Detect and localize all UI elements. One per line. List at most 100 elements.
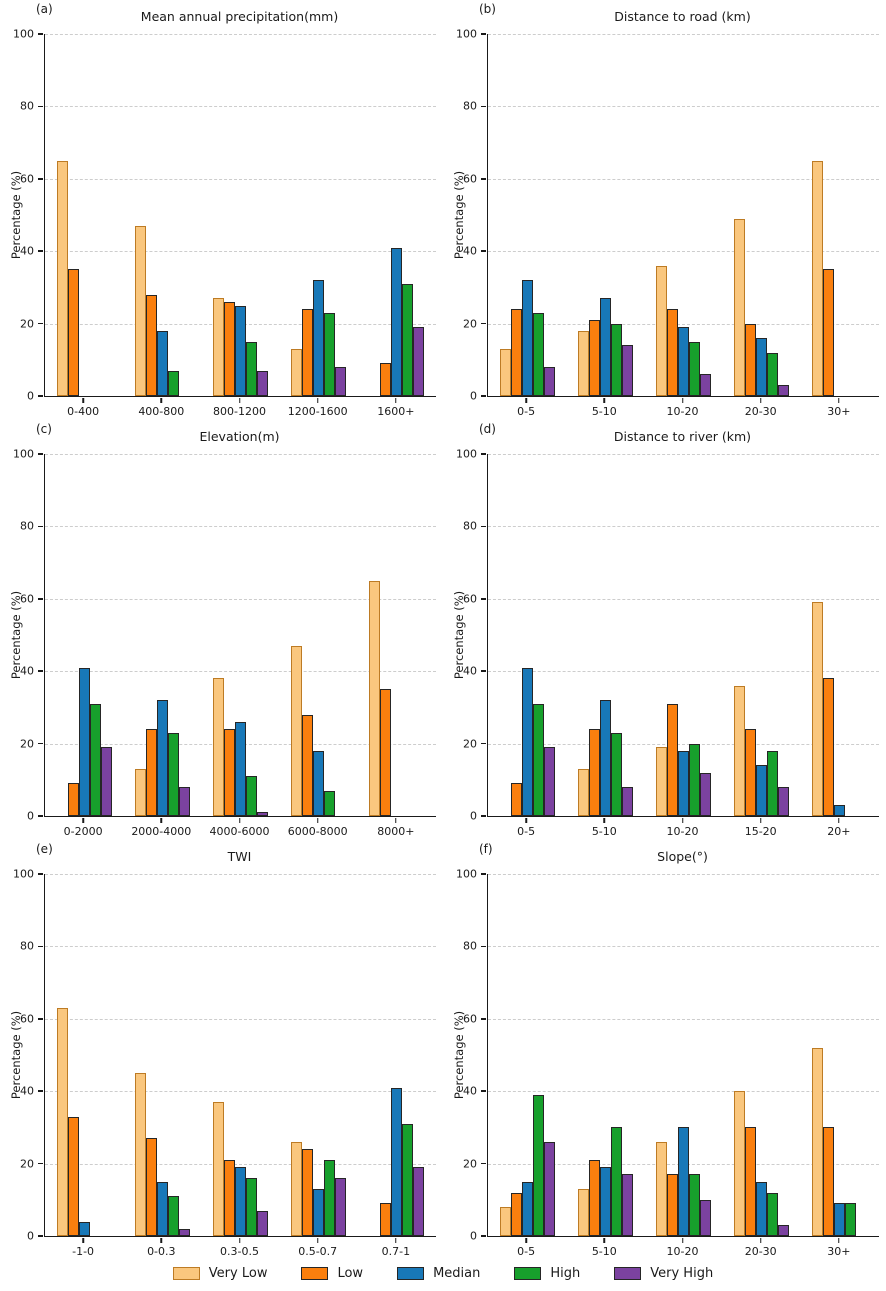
gridline [45, 946, 436, 948]
bar-median [156, 330, 168, 396]
bar-very-low [734, 218, 746, 396]
bar-very-high [413, 1167, 425, 1236]
bar-very-low [56, 160, 68, 396]
bar-low [745, 323, 757, 396]
x-tick-label: 0-2000 [63, 825, 103, 838]
bar-low [380, 363, 392, 396]
plot-area [487, 454, 879, 817]
plot-area [44, 454, 436, 817]
panel-title: Mean annual precipitation(mm) [140, 9, 339, 24]
x-tick-label: 2000-4000 [131, 825, 192, 838]
x-tick-mark [395, 817, 397, 823]
bar-very-high [543, 1141, 555, 1236]
x-tick-label: -1-0 [72, 1245, 95, 1258]
bar-very-low [291, 1141, 303, 1236]
x-tick-label: 5-10 [591, 405, 617, 418]
x-tick-mark [316, 817, 319, 823]
x-tick-label: 5-10 [591, 825, 617, 838]
x-tick-label: 0-5 [517, 825, 536, 838]
bar-low [823, 678, 835, 816]
y-tick-label: 60 [463, 172, 477, 186]
plot-area [487, 874, 879, 1237]
bar-median [756, 765, 768, 816]
bar-median [521, 280, 533, 396]
panel-title: Distance to road (km) [614, 9, 751, 24]
bar-median [156, 1181, 168, 1236]
y-tick-label: 60 [20, 172, 34, 186]
y-tick-label: 0 [27, 809, 34, 823]
bar-high [246, 776, 257, 816]
panel-title: Elevation(m) [199, 429, 280, 444]
panel-letter: (d) [479, 422, 496, 436]
x-tick-mark [759, 397, 762, 403]
bar-low [667, 1174, 678, 1236]
y-tick-label: 20 [463, 1157, 477, 1171]
x-tick-label: 0.3-0.5 [220, 1245, 259, 1258]
y-tick-mark [481, 105, 486, 108]
y-tick-mark [481, 945, 486, 948]
bar-very-low [812, 1047, 824, 1236]
y-tick-label: 80 [463, 939, 477, 953]
bar-very-low [291, 645, 303, 816]
y-tick-mark [481, 525, 486, 528]
x-tick-label: 10-20 [666, 1245, 699, 1258]
x-tick-mark [82, 817, 84, 823]
bar-very-low [577, 768, 589, 816]
bar-low [67, 269, 79, 396]
bar-median [834, 1203, 846, 1236]
y-tick-mark [38, 453, 43, 455]
legend-label: Median [433, 1265, 481, 1281]
bar-very-high [335, 1178, 347, 1236]
bar-high [324, 1159, 336, 1236]
x-tick-label: 0-5 [517, 405, 536, 418]
bar-median [78, 667, 90, 816]
legend-swatch-icon [172, 1266, 200, 1280]
gridline [45, 454, 436, 455]
y-tick-label: 20 [20, 317, 34, 331]
panel-title: TWI [227, 849, 252, 864]
bar-high [767, 352, 779, 396]
panel-f: (f) Slope(°) Percentage (%) 0 20 40 60 80 100 0-5… [443, 840, 886, 1260]
bar-high [610, 1127, 622, 1236]
bar-high [689, 341, 700, 396]
bar-very-high [700, 772, 711, 816]
y-tick-label: 100 [456, 867, 477, 881]
bar-very-high [700, 374, 711, 396]
y-tick-mark [38, 1018, 43, 1020]
bar-very-low [499, 348, 511, 396]
bar-low [745, 1127, 757, 1236]
plot-area [44, 34, 436, 397]
x-tick-mark [681, 397, 684, 403]
bar-median [235, 305, 246, 396]
bar-very-low [369, 580, 381, 816]
bar-median [599, 298, 611, 396]
x-tick-mark [838, 1237, 840, 1243]
bar-very-high [413, 327, 425, 396]
bar-low [667, 703, 678, 816]
bar-high [402, 1123, 414, 1236]
y-tick-mark [38, 1162, 43, 1165]
bar-median [678, 750, 689, 816]
gridline [488, 1018, 879, 1020]
bar-high [246, 341, 257, 396]
bar-very-high [543, 747, 555, 816]
y-tick-mark [38, 598, 43, 600]
y-tick-mark [38, 178, 43, 180]
y-tick-mark [481, 742, 486, 745]
bar-high [532, 1094, 544, 1236]
y-tick-label: 80 [20, 519, 34, 533]
x-tick-mark [759, 1237, 762, 1243]
bar-low [302, 1149, 314, 1236]
bar-very-low [499, 1207, 511, 1236]
x-tick-mark [525, 817, 527, 823]
bar-high [167, 1196, 179, 1236]
y-tick-mark [481, 670, 486, 672]
x-tick-mark [759, 817, 762, 823]
x-tick-label: 0-5 [517, 1245, 536, 1258]
legend-label: Very High [650, 1265, 714, 1281]
bar-low [588, 1159, 600, 1236]
y-tick-mark [481, 815, 486, 817]
gridline [488, 526, 879, 528]
bar-median [599, 700, 611, 816]
bar-median [521, 1181, 533, 1236]
